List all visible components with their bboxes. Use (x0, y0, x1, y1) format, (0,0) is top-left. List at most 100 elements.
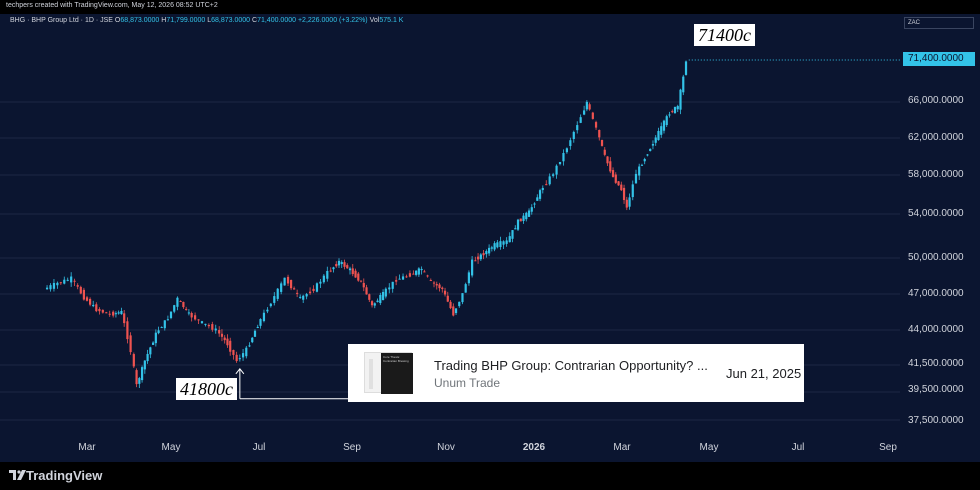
candle-body (476, 256, 480, 260)
candle-body (562, 152, 565, 162)
candle (502, 240, 505, 249)
candle (322, 274, 325, 284)
candle (662, 119, 666, 134)
candle (154, 329, 157, 347)
candle (299, 294, 302, 299)
candle-body (348, 268, 352, 271)
candle-body (293, 288, 296, 290)
candle (384, 287, 387, 299)
candle-body (381, 291, 385, 301)
candle-body (289, 279, 293, 289)
candle-body (569, 140, 572, 147)
candle (343, 259, 346, 270)
candle (591, 111, 594, 120)
candle (146, 349, 149, 364)
candle-body (132, 354, 135, 367)
candle (479, 253, 482, 262)
candle (163, 320, 166, 331)
candle (555, 164, 558, 179)
candle-body (286, 276, 290, 284)
candle-body (280, 283, 283, 292)
open-label: O (114, 17, 121, 24)
candle-body (114, 313, 118, 315)
candle-body (673, 107, 677, 114)
candle-body (357, 273, 360, 281)
candle-body (533, 203, 536, 205)
candle-body (471, 259, 474, 276)
candle-body (485, 251, 488, 255)
candle-body (262, 312, 266, 322)
candle-body (160, 327, 163, 329)
candle-body (98, 308, 101, 312)
candle (631, 180, 634, 201)
candle (248, 342, 251, 348)
candle-body (362, 282, 365, 288)
candle-body (226, 338, 229, 346)
candle-body (643, 159, 646, 162)
candle-body (253, 330, 257, 337)
candle-body (620, 184, 623, 191)
candle (603, 147, 606, 157)
candle (251, 336, 254, 344)
candle (140, 365, 144, 383)
candle-body (368, 294, 371, 300)
candle-body (365, 287, 368, 295)
candle (646, 154, 649, 157)
chart-area[interactable]: BHG · BHP Group Ltd · 1D · JSE O68,873.0… (0, 14, 980, 462)
x-tick-label: May (161, 442, 181, 453)
candle-body (565, 148, 569, 153)
candle (98, 307, 101, 315)
candle (308, 287, 312, 295)
candle (671, 109, 674, 114)
candle (435, 281, 438, 290)
candle-body (640, 164, 644, 166)
candle (611, 167, 615, 178)
news-card[interactable]: Core Thesis: Contrarian Brewing Trading … (348, 344, 804, 402)
candle-body (527, 210, 531, 217)
candle (487, 244, 491, 256)
candle-body (204, 323, 207, 325)
volume-value: 575.1 K (379, 17, 404, 24)
high-price-callout: 71400c (694, 24, 755, 46)
candle (449, 299, 452, 310)
candle (441, 286, 444, 293)
candle-body (45, 287, 49, 290)
candle (357, 271, 360, 282)
candle-body (490, 247, 493, 249)
candlestick-chart[interactable] (0, 14, 980, 462)
candle-body (401, 276, 405, 280)
tradingview-brand[interactable]: TradingView (26, 468, 103, 483)
candle-body (88, 298, 92, 305)
candle (562, 149, 565, 166)
candle (63, 276, 66, 285)
candle-body (649, 148, 652, 151)
candle (293, 286, 296, 290)
candle (381, 289, 385, 301)
candle (149, 346, 152, 359)
candle (151, 341, 155, 346)
candle (335, 261, 338, 268)
candle (73, 278, 76, 287)
candle-body (129, 335, 132, 353)
candle-body (354, 270, 357, 278)
candle-body (625, 199, 628, 208)
candle-body (173, 305, 176, 312)
candle (283, 277, 286, 286)
candle (558, 161, 562, 166)
candle (572, 130, 575, 143)
x-tick-label: Mar (613, 442, 631, 453)
candle (220, 329, 224, 342)
currency-selector[interactable]: ZAC (904, 17, 974, 29)
change-value: +2,226.0000 (+3.22%) (297, 17, 368, 24)
candle (649, 148, 652, 152)
candle (545, 180, 548, 186)
candle (476, 253, 480, 264)
candle-body (179, 300, 182, 302)
candle-body (332, 267, 335, 270)
candle-body (499, 241, 502, 247)
open-value: 68,873.0000 (120, 17, 160, 24)
candle (420, 266, 423, 275)
candle (359, 280, 363, 283)
candle (370, 300, 374, 308)
candle (185, 306, 188, 311)
